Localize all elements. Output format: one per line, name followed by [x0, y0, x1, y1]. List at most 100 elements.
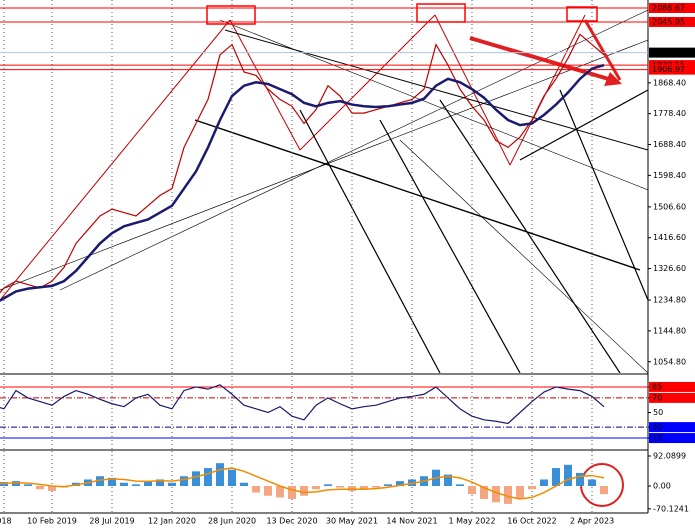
histogram-bar — [96, 476, 104, 486]
x-tick-label: 2 Apr 2023 — [570, 517, 614, 526]
histogram-bar — [192, 471, 200, 486]
trend-line — [219, 19, 648, 191]
y-tick-label: 92.0899 — [653, 451, 686, 460]
x-tick-label: 12 Jan 2020 — [148, 517, 196, 526]
x-tick-label: 28 Jul 2019 — [89, 517, 134, 526]
level-label-bg — [649, 433, 695, 444]
y-tick-label: 1868.40 — [653, 78, 686, 87]
histogram-bar — [168, 482, 176, 486]
histogram-bar — [180, 476, 188, 486]
trend-line — [519, 89, 648, 161]
histogram-bar — [576, 472, 584, 486]
histogram-bar — [528, 485, 536, 490]
y-tick-label: 1688.40 — [653, 140, 686, 149]
series-line — [0, 467, 605, 500]
x-tick-label: 10 Feb 2019 — [27, 517, 77, 526]
histogram-bar — [240, 482, 248, 486]
level-label-bg — [649, 422, 695, 433]
y-tick-label: -70.1241 — [653, 504, 689, 513]
plot-area — [0, 376, 648, 449]
series-line — [0, 63, 605, 302]
histogram-bar — [288, 485, 296, 500]
histogram-bar — [372, 485, 380, 488]
histogram-bar — [132, 484, 140, 486]
histogram-bar — [156, 479, 164, 486]
histogram-bar — [216, 463, 224, 486]
y-tick-label: 1144.80 — [653, 326, 686, 335]
histogram-bar — [492, 485, 500, 503]
x-tick-label: 1 May 2022 — [448, 517, 495, 526]
series-line — [0, 33, 605, 294]
panel: 92.0899 0.00 -70.1241 — [0, 451, 689, 513]
histogram-bar — [564, 464, 572, 486]
trend-line — [59, 9, 648, 291]
histogram-bar — [336, 485, 344, 488]
trend-line — [299, 109, 441, 373]
plot-area — [0, 451, 608, 512]
histogram-bar — [552, 468, 560, 486]
level-label: 2045.95 — [652, 17, 685, 26]
histogram-bar — [540, 479, 548, 486]
histogram-bar — [12, 481, 20, 486]
level-label: 15 — [652, 434, 662, 443]
histogram-bar — [384, 484, 392, 486]
x-tick-label: 16 Oct 2022 — [507, 517, 556, 526]
histogram-bar — [444, 474, 452, 486]
y-tick-label: 50 — [653, 408, 663, 417]
histogram-bar — [312, 485, 320, 490]
series-line — [0, 384, 605, 425]
x-tick-label: 018 — [0, 517, 12, 526]
level-label: 1956.50 — [652, 48, 685, 57]
histogram-bar — [48, 485, 56, 491]
histogram-bar — [360, 485, 368, 490]
histogram-bar — [348, 485, 356, 491]
trend-line — [379, 119, 521, 373]
level-label: 30 — [652, 423, 662, 432]
y-tick-label: 1778.40 — [653, 109, 686, 118]
histogram-bar — [204, 468, 212, 486]
level-label: 2086.67 — [652, 3, 685, 12]
level-label-bg — [649, 381, 695, 392]
peak-box — [206, 5, 256, 25]
trend-lines — [0, 9, 648, 373]
histogram-bar — [456, 484, 464, 486]
trend-line — [439, 99, 621, 373]
level-label-bg — [649, 47, 695, 58]
y-tick-label: 1598.40 — [653, 171, 686, 180]
histogram-bar — [276, 485, 284, 498]
histogram-bar — [588, 479, 596, 486]
histogram-bar — [480, 485, 488, 500]
histogram-bar — [324, 484, 332, 486]
plot-area — [0, 0, 648, 373]
x-tick-label: 30 May 2021 — [326, 517, 378, 526]
level-label: 70 — [652, 393, 662, 402]
y-tick-label: 1416.60 — [653, 233, 686, 242]
histogram-bar — [300, 485, 308, 496]
level-label-bg — [649, 16, 695, 27]
trend-line — [0, 19, 231, 301]
histogram-bar — [24, 484, 32, 486]
level-label-bg — [649, 392, 695, 403]
histogram-bar — [264, 485, 272, 496]
level-label: 85 — [652, 382, 662, 391]
histogram-bar — [108, 477, 116, 486]
histogram-bar — [144, 481, 152, 486]
trend-line — [299, 14, 436, 151]
histogram-bar — [120, 482, 128, 486]
histogram-bar — [468, 485, 476, 495]
trend-line — [559, 89, 648, 301]
panel: 85.000070.00005030.000015.000085703015 — [0, 376, 695, 449]
x-tick-label: 13 Dec 2020 — [266, 517, 317, 526]
panel: 1054.80 1144.80 1234.80 1326.60 1416.60 1506.… — [0, 0, 695, 373]
histogram-bar — [228, 469, 236, 486]
y-tick-label: 0.00 — [653, 481, 671, 490]
level-label-bg — [649, 64, 695, 75]
x-tick-label: 14 Nov 2021 — [386, 517, 437, 526]
arrow-head — [604, 72, 622, 86]
trend-line — [0, 39, 648, 291]
level-label: 1906.97 — [652, 65, 685, 74]
histogram-bar — [36, 485, 44, 490]
y-tick-label: 1326.60 — [653, 264, 686, 273]
y-tick-label: 1506.60 — [653, 202, 686, 211]
